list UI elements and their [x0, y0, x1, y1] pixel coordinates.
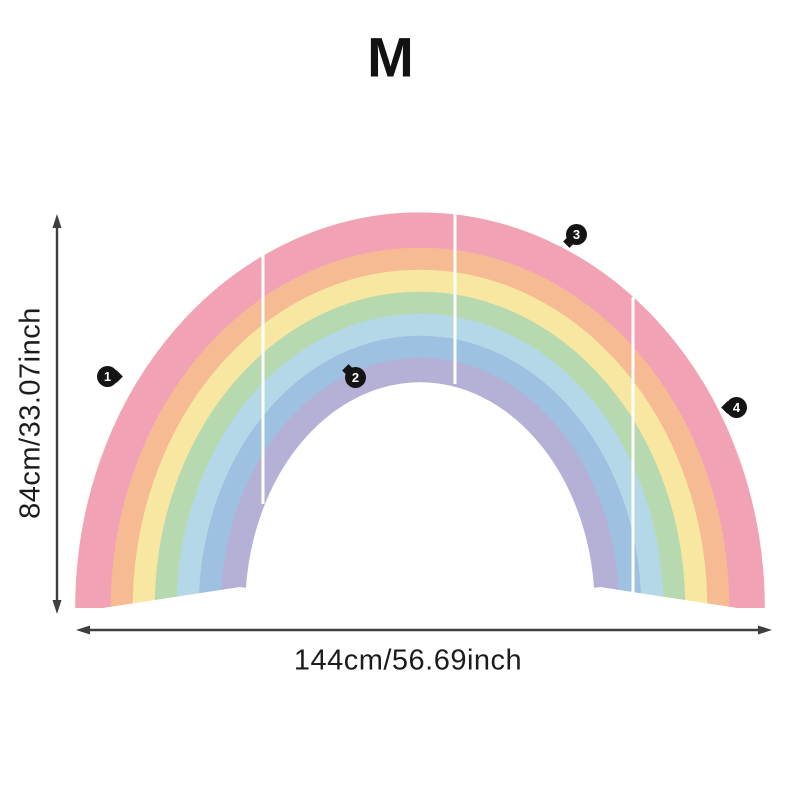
rainbow-band-lavender [220, 357, 620, 609]
arrow-left-icon [76, 625, 90, 635]
arrow-right-icon [758, 625, 772, 635]
width-dimension-label: 144cm/56.69inch [293, 644, 523, 677]
rainbow-bands [75, 212, 765, 609]
rainbow-band-sky-blue [176, 313, 664, 609]
width-dimension-arrow [76, 625, 772, 635]
arrow-up-icon [52, 214, 62, 228]
arrow-down-icon [52, 600, 62, 614]
rainbow-band-periwinkle [198, 335, 642, 609]
panel-marker-3: 3 [563, 224, 587, 248]
rainbow-band-green [154, 291, 686, 609]
marker-number: 4 [732, 400, 741, 415]
panel-marker-1: 1 [97, 366, 123, 387]
height-dimension-arrow [52, 214, 62, 614]
rainbow-band-pink [75, 212, 765, 609]
panel-marker-2: 2 [342, 364, 366, 388]
marker-number: 3 [572, 227, 581, 242]
rainbow-band-yellow [132, 269, 708, 609]
marker-number: 2 [351, 370, 360, 385]
size-label: M [367, 25, 415, 89]
rainbow-band-orange [110, 247, 730, 609]
height-dimension-label: 84cm/33.07inch [14, 307, 47, 519]
marker-number: 1 [103, 369, 112, 384]
panel-divider-lines [261, 214, 635, 606]
panel-marker-4: 4 [721, 397, 747, 418]
